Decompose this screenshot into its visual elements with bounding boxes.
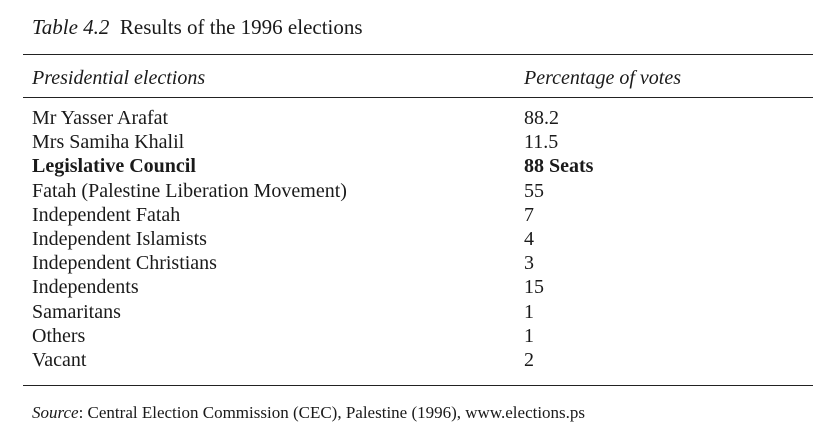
row-label: Independent Fatah xyxy=(32,203,181,226)
row-label: Vacant xyxy=(32,348,87,371)
row-label: Legislative Council xyxy=(32,155,196,178)
header-presidential-elections: Presidential elections xyxy=(32,67,206,89)
table-row: Mrs Samiha Khalil 11.5 xyxy=(0,130,833,154)
table-title: Results of the 1996 elections xyxy=(119,15,363,39)
table-row: Samaritans 1 xyxy=(0,300,833,324)
table-row: Independent Fatah 7 xyxy=(0,203,833,227)
table-number: Table 4.2 xyxy=(32,15,110,39)
row-value: 55 xyxy=(524,179,544,202)
row-label: Mrs Samiha Khalil xyxy=(32,131,185,154)
row-value: 4 xyxy=(524,227,534,250)
table-row: Others 1 xyxy=(0,324,833,348)
table-row: Vacant 2 xyxy=(0,348,833,372)
table-row: Fatah (Palestine Liberation Movement) 55 xyxy=(0,179,833,203)
row-value: 11.5 xyxy=(524,131,559,154)
row-value: 15 xyxy=(524,276,544,299)
header-percentage-of-votes: Percentage of votes xyxy=(524,67,681,89)
source-label: Source xyxy=(32,403,79,422)
table-body: Mr Yasser Arafat 88.2 Mrs Samiha Khalil … xyxy=(0,106,833,372)
row-label: Fatah (Palestine Liberation Movement) xyxy=(32,179,347,202)
row-value: 1 xyxy=(524,324,534,347)
source-text: : Central Election Commission (CEC), Pal… xyxy=(78,403,586,422)
table-caption: Table 4.2 Results of the 1996 elections xyxy=(32,13,363,41)
table-header-rule xyxy=(23,97,813,98)
row-value: 3 xyxy=(524,252,534,275)
row-label: Samaritans xyxy=(32,300,121,323)
row-value: 7 xyxy=(524,203,534,226)
table-bottom-rule xyxy=(23,385,813,386)
row-value: 1 xyxy=(524,300,534,323)
table-row-section-heading: Legislative Council 88 Seats xyxy=(0,154,833,178)
row-label: Independent Christians xyxy=(32,252,217,275)
row-value: 2 xyxy=(524,348,534,371)
table-row: Independent Christians 3 xyxy=(0,251,833,275)
row-label: Independents xyxy=(32,276,139,299)
table-row: Mr Yasser Arafat 88.2 xyxy=(0,106,833,130)
row-label: Independent Islamists xyxy=(32,227,207,250)
table-top-rule xyxy=(23,54,813,55)
table-header: Presidential elections Percentage of vot… xyxy=(0,64,833,92)
table-row: Independents 15 xyxy=(0,275,833,299)
table-row: Independent Islamists 4 xyxy=(0,227,833,251)
row-value: 88 Seats xyxy=(524,155,594,178)
row-value: 88.2 xyxy=(524,107,559,129)
row-label: Others xyxy=(32,324,86,347)
row-label: Mr Yasser Arafat xyxy=(32,107,169,129)
source-note: Source: Central Election Commission (CEC… xyxy=(32,402,585,424)
